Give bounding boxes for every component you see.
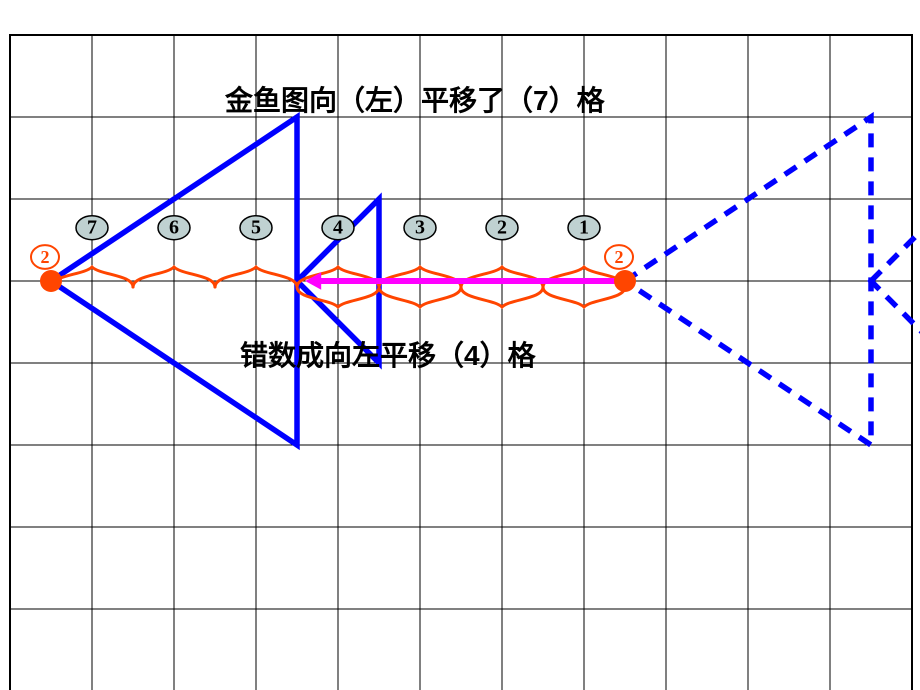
anchor-label: 2	[615, 247, 624, 267]
anchor-dot-right	[614, 270, 636, 292]
subtitle-text: 错数成向左平移（4）格	[240, 339, 537, 371]
count-pill-label: 4	[333, 217, 343, 239]
count-pill-label: 6	[169, 217, 179, 239]
count-pill-label: 5	[251, 217, 261, 239]
diagram-stage: 7 6 5 4 3 2 1 2 2 金鱼图向（左）平移了（7）格错数成向左平移（4）格	[0, 0, 920, 690]
title-text: 金鱼图向（左）平移了（7）格	[224, 84, 606, 116]
diagram-svg: 7 6 5 4 3 2 1 2 2 金鱼图向（左）平移了（7）格错数成向左平移（4）格	[0, 0, 920, 690]
count-pill-label: 1	[579, 217, 589, 239]
count-pill-label: 3	[415, 217, 425, 239]
anchor-label: 2	[41, 247, 50, 267]
count-pill-label: 2	[497, 217, 507, 239]
count-pill-label: 7	[87, 217, 97, 239]
anchor-dot-left	[40, 270, 62, 292]
